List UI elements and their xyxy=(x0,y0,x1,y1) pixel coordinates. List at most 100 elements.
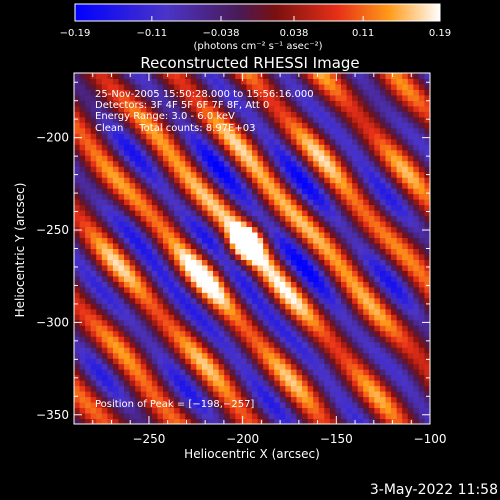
heatmap-cell xyxy=(157,133,164,140)
heatmap-cell xyxy=(385,243,392,249)
heatmap-cell xyxy=(213,391,220,398)
heatmap-cell xyxy=(285,308,292,315)
heatmap-cell xyxy=(135,100,142,107)
heatmap-cell xyxy=(252,171,259,178)
heatmap-cell xyxy=(302,127,309,134)
heatmap-cell xyxy=(224,374,231,381)
heatmap-cell xyxy=(196,407,203,414)
heatmap-cell xyxy=(357,188,364,195)
heatmap-cell xyxy=(252,83,259,90)
heatmap-cell xyxy=(363,396,370,403)
heatmap-cell xyxy=(313,303,320,310)
heatmap-cell xyxy=(129,73,136,79)
heatmap-cell xyxy=(279,369,286,376)
heatmap-cell xyxy=(391,100,398,107)
heatmap-cell xyxy=(274,286,281,293)
heatmap-cell xyxy=(352,292,359,299)
heatmap-cell xyxy=(229,308,236,315)
heatmap-cell xyxy=(85,122,92,129)
heatmap-cell xyxy=(157,407,164,414)
heatmap-cell xyxy=(118,232,125,239)
heatmap-cell xyxy=(218,177,225,184)
heatmap-cell xyxy=(124,94,131,101)
heatmap-cell xyxy=(257,89,264,96)
heatmap-cell xyxy=(135,330,142,337)
heatmap-cell xyxy=(313,232,320,239)
heatmap-cell xyxy=(413,259,420,266)
heatmap-cell xyxy=(151,407,158,414)
heatmap-cell xyxy=(151,133,158,140)
heatmap-cell xyxy=(207,297,214,304)
heatmap-cell xyxy=(313,89,320,96)
heatmap-cell xyxy=(263,160,270,167)
heatmap-cell xyxy=(90,336,97,343)
heatmap-cell xyxy=(190,248,197,255)
heatmap-cell xyxy=(224,232,231,239)
heatmap-cell xyxy=(168,155,175,162)
heatmap-cell xyxy=(379,210,386,217)
heatmap-cell xyxy=(318,407,325,414)
heatmap-cell xyxy=(190,193,197,200)
heatmap-cell xyxy=(341,127,348,134)
heatmap-cell xyxy=(285,281,292,288)
heatmap-cell xyxy=(290,171,297,178)
heatmap-cell xyxy=(218,111,225,118)
heatmap-cell xyxy=(96,352,103,359)
heatmap-cell xyxy=(90,347,97,354)
heatmap-cell xyxy=(402,78,409,85)
heatmap-cell xyxy=(101,100,108,107)
heatmap-cell xyxy=(391,105,398,112)
heatmap-cell xyxy=(201,314,208,321)
heatmap-cell xyxy=(302,237,309,244)
heatmap-cell xyxy=(229,358,236,365)
heatmap-cell xyxy=(240,347,247,354)
heatmap-cell xyxy=(190,210,197,217)
heatmap-cell xyxy=(396,418,403,425)
heatmap-cell xyxy=(246,418,253,425)
heatmap-cell xyxy=(112,281,119,288)
heatmap-cell xyxy=(118,171,125,178)
heatmap-cell xyxy=(163,138,170,145)
heatmap-cell xyxy=(324,347,331,354)
heatmap-cell xyxy=(396,116,403,123)
heatmap-cell xyxy=(424,155,431,162)
heatmap-cell xyxy=(207,341,214,348)
heatmap-cell xyxy=(157,144,164,151)
heatmap-cell xyxy=(379,358,386,365)
heatmap-cell xyxy=(296,237,303,244)
heatmap-cell xyxy=(135,204,142,211)
heatmap-cell xyxy=(174,347,181,354)
heatmap-cell xyxy=(313,116,320,123)
heatmap-cell xyxy=(263,73,270,79)
heatmap-cell xyxy=(290,73,297,79)
heatmap-cell xyxy=(185,177,192,184)
heatmap-cell xyxy=(224,149,231,156)
heatmap-cell xyxy=(179,226,186,233)
heatmap-cell xyxy=(196,314,203,321)
heatmap-cell xyxy=(413,221,420,228)
heatmap-cell xyxy=(135,111,142,118)
heatmap-cell xyxy=(124,286,131,293)
heatmap-cell xyxy=(368,89,375,96)
heatmap-cell xyxy=(307,363,314,370)
heatmap-cell xyxy=(307,319,314,326)
heatmap-cell xyxy=(341,374,348,381)
heatmap-cell xyxy=(168,248,175,255)
heatmap-cell xyxy=(229,83,236,90)
heatmap-cell xyxy=(324,407,331,414)
heatmap-cell xyxy=(74,418,81,425)
heatmap-cell xyxy=(74,248,81,255)
heatmap-cell xyxy=(207,413,214,420)
heatmap-cell xyxy=(112,111,119,118)
heatmap-cell xyxy=(341,336,348,343)
heatmap-cell xyxy=(263,270,270,277)
heatmap-cell xyxy=(207,303,214,310)
heatmap-cell xyxy=(402,314,409,321)
heatmap-cell xyxy=(96,358,103,365)
heatmap-cell xyxy=(235,374,242,381)
heatmap-cell xyxy=(313,325,320,332)
heatmap-cell xyxy=(329,237,336,244)
heatmap-cell xyxy=(252,325,259,332)
heatmap-cell xyxy=(168,363,175,370)
heatmap-cell xyxy=(90,380,97,387)
